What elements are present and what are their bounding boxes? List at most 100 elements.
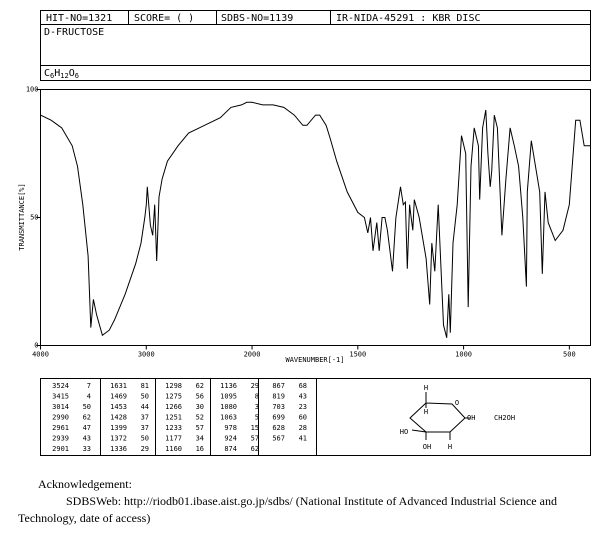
peak-wavenumber: 2939 <box>52 435 69 443</box>
peak-transmittance: 57 <box>251 435 259 443</box>
acknowledgement: Acknowledgement: SDBSWeb: http://riodb01… <box>18 476 596 527</box>
x-tick-label: 1000 <box>455 351 472 359</box>
ack-text: SDBSWeb: http://riodb01.ibase.aist.go.jp… <box>18 494 557 525</box>
peak-wavenumber: 1372 <box>110 435 127 443</box>
peak-transmittance: 81 <box>141 382 149 390</box>
peak-transmittance: 28 <box>299 424 307 432</box>
peak-transmittance: 50 <box>141 393 149 401</box>
peak-transmittance: 62 <box>251 445 259 453</box>
peak-transmittance: 7 <box>87 382 91 390</box>
peak-transmittance: 37 <box>141 424 149 432</box>
peak-transmittance: 62 <box>196 382 204 390</box>
peak-wavenumber: 3524 <box>52 382 69 390</box>
peak-transmittance: 68 <box>299 382 307 390</box>
peak-transmittance: 29 <box>251 382 259 390</box>
peak-wavenumber: 3014 <box>52 403 69 411</box>
peak-wavenumber: 699 <box>272 414 285 422</box>
structure-label: OH <box>467 414 475 422</box>
peak-wavenumber: 819 <box>272 393 285 401</box>
peak-transmittance: 8 <box>255 393 259 401</box>
structure-label: H <box>448 443 452 451</box>
peak-transmittance: 3 <box>255 403 259 411</box>
peak-wavenumber: 1266 <box>165 403 182 411</box>
peak-transmittance: 47 <box>83 424 91 432</box>
peak-wavenumber: 1631 <box>110 382 127 390</box>
peak-transmittance: 29 <box>141 445 149 453</box>
score: SCORE= ( ) <box>134 13 194 24</box>
peak-transmittance: 5 <box>255 414 259 422</box>
peak-transmittance: 33 <box>83 445 91 453</box>
structure-label: H <box>424 384 428 392</box>
ack-title: Acknowledgement: <box>38 477 132 491</box>
peak-transmittance: 30 <box>196 403 204 411</box>
peak-transmittance: 60 <box>299 414 307 422</box>
frames <box>40 10 591 456</box>
peak-transmittance: 4 <box>87 393 91 401</box>
peak-wavenumber: 567 <box>272 435 285 443</box>
peak-transmittance: 50 <box>141 435 149 443</box>
peak-wavenumber: 1298 <box>165 382 182 390</box>
page: HIT-NO=1321 SCORE= ( ) SDBS-NO=1139 IR-N… <box>18 10 591 525</box>
peak-transmittance: 43 <box>299 393 307 401</box>
structure-label: H <box>424 408 428 416</box>
peak-transmittance: 44 <box>141 403 149 411</box>
peak-transmittance: 23 <box>299 403 307 411</box>
peak-wavenumber: 1177 <box>165 435 182 443</box>
peak-wavenumber: 1336 <box>110 445 127 453</box>
peak-wavenumber: 1080 <box>220 403 237 411</box>
peak-wavenumber: 3415 <box>52 393 69 401</box>
hit-no: HIT-NO=1321 <box>46 13 112 24</box>
spectrum-line <box>40 101 591 338</box>
y-tick-label: 50 <box>30 214 38 222</box>
structure-label: O <box>455 399 459 407</box>
x-axis-label: WAVENUMBER[-1] <box>285 356 344 364</box>
peak-transmittance: 34 <box>196 435 204 443</box>
formula: C6H12O6 <box>44 68 79 80</box>
peak-wavenumber: 874 <box>224 445 237 453</box>
spectrum-sheet: HIT-NO=1321 SCORE= ( ) SDBS-NO=1139 IR-N… <box>18 10 591 456</box>
peak-wavenumber: 1469 <box>110 393 127 401</box>
peak-wavenumber: 1063 <box>220 414 237 422</box>
x-tick-label: 1500 <box>349 351 366 359</box>
peak-wavenumber: 2961 <box>52 424 69 432</box>
x-tick-label: 3000 <box>138 351 155 359</box>
x-tick-label: 500 <box>563 351 576 359</box>
peak-transmittance: 56 <box>196 393 204 401</box>
peak-wavenumber: 1399 <box>110 424 127 432</box>
y-tick-label: 100 <box>26 86 39 94</box>
peak-transmittance: 37 <box>141 414 149 422</box>
peak-wavenumber: 703 <box>272 403 285 411</box>
x-tick-label: 4000 <box>32 351 49 359</box>
peak-transmittance: 52 <box>196 414 204 422</box>
peak-wavenumber: 1233 <box>165 424 182 432</box>
peak-wavenumber: 1453 <box>110 403 127 411</box>
sdbs-no: SDBS-NO=1139 <box>221 13 293 24</box>
y-tick-label: 0 <box>34 342 38 350</box>
peak-transmittance: 50 <box>83 403 91 411</box>
peak-wavenumber: 2901 <box>52 445 69 453</box>
peak-wavenumber: 978 <box>224 424 237 432</box>
peak-transmittance: 57 <box>196 424 204 432</box>
peak-wavenumber: 1428 <box>110 414 127 422</box>
peak-transmittance: 16 <box>196 445 204 453</box>
peak-transmittance: 43 <box>83 435 91 443</box>
peak-wavenumber: 628 <box>272 424 285 432</box>
compound-name: D-FRUCTOSE <box>44 27 104 38</box>
peak-wavenumber: 1275 <box>165 393 182 401</box>
structure-label: CH2OH <box>494 414 515 422</box>
peak-wavenumber: 924 <box>224 435 237 443</box>
peak-transmittance: 62 <box>83 414 91 422</box>
structure-bonds <box>409 392 470 440</box>
y-axis-label: TRANSMITTANCE[%] <box>18 183 26 250</box>
peak-transmittance: 15 <box>251 424 259 432</box>
peak-wavenumber: 1095 <box>220 393 237 401</box>
x-tick-label: 2000 <box>244 351 261 359</box>
structure-label: OH <box>423 443 431 451</box>
peak-wavenumber: 1160 <box>165 445 182 453</box>
peak-wavenumber: 1136 <box>220 382 237 390</box>
method: IR-NIDA-45291 : KBR DISC <box>336 13 481 24</box>
peak-wavenumber: 1251 <box>165 414 182 422</box>
plot-frame <box>40 89 591 346</box>
header-box <box>40 10 591 81</box>
